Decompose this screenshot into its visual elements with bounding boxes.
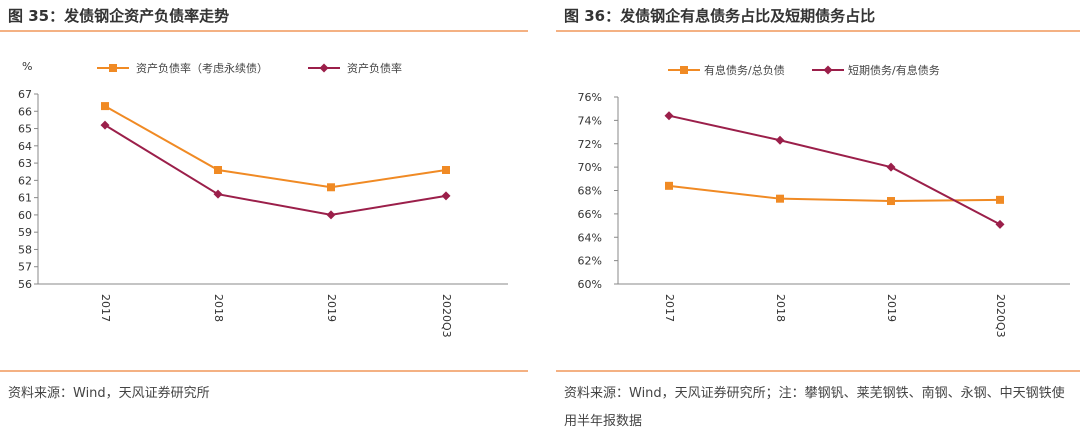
data-point	[441, 191, 451, 201]
legend-label: 有息债务/总负债	[704, 63, 785, 77]
y-tick-label: 60	[18, 209, 32, 222]
legend-marker	[680, 66, 688, 74]
data-point	[214, 166, 222, 174]
series-line	[668, 114, 1001, 226]
data-point	[887, 197, 895, 206]
data-point	[213, 189, 223, 199]
figure-title: 图 36：发债钢企有息债务占比及短期债务占比	[564, 7, 876, 25]
source-rule	[556, 370, 1080, 372]
y-tick-label: 61	[18, 192, 32, 205]
x-tick-label: 2019	[325, 294, 338, 322]
y-tick-label: 66%	[578, 208, 602, 221]
series-line	[104, 124, 447, 216]
source-rule	[0, 370, 528, 372]
data-point	[327, 183, 335, 192]
figure-title: 图 35：发债钢企资产负债率走势	[8, 7, 230, 25]
figure-36-panel: 图 36：发债钢企有息债务占比及短期债务占比 60% 62% 64% 66% 68% 70…	[556, 0, 1080, 440]
x-tick-label: 2020Q3	[440, 294, 453, 338]
y-tick-label: 62%	[578, 255, 602, 268]
data-point	[442, 166, 450, 174]
y-tick-label: 72%	[578, 138, 602, 151]
y-tick-label: 56	[18, 278, 32, 291]
series-line	[668, 184, 1001, 203]
y-tick-label: 62	[18, 174, 32, 187]
data-point	[664, 111, 674, 121]
y-tick-label: 59	[18, 226, 32, 239]
y-tick-label: 66	[18, 105, 32, 118]
title-rule	[0, 30, 528, 32]
data-point	[775, 135, 785, 145]
legend-label: 资产负债率（考虑永续债）	[136, 61, 268, 75]
data-point	[996, 195, 1004, 204]
data-point	[995, 219, 1005, 229]
y-tick-label: 67	[18, 88, 32, 101]
y-tick-label: 58	[18, 243, 32, 256]
series-line	[104, 105, 447, 189]
x-tick-label: 2019	[885, 294, 898, 322]
data-point	[100, 120, 110, 130]
y-tick-label: 60%	[578, 278, 602, 291]
legend-marker	[109, 64, 117, 72]
data-point	[665, 181, 673, 190]
debt-ratio-chart: 60% 62% 64% 66% 68% 70% 72% 74% 76% 2017 2018 2019 2…	[578, 63, 1070, 338]
legend-marker	[823, 65, 833, 75]
title-rule	[556, 30, 1080, 32]
data-point	[776, 194, 784, 203]
legend-marker	[319, 63, 329, 73]
figure-35-panel: 图 35：发债钢企资产负债率走势 56 57 58 59 60 61 62 63 64 65 66 6…	[0, 0, 528, 440]
data-point	[886, 162, 896, 172]
y-axis-unit: %	[22, 60, 32, 73]
y-tick-label: 76%	[578, 91, 602, 104]
y-tick-label: 65	[18, 123, 32, 136]
y-tick-label: 74%	[578, 114, 602, 127]
x-tick-label: 2018	[774, 294, 787, 322]
x-tick-label: 2018	[212, 294, 225, 322]
x-tick-label: 2020Q3	[994, 294, 1007, 338]
source-note: 资料来源：Wind，天风证券研究所	[8, 386, 210, 401]
asset-liability-chart: 56 57 58 59 60 61 62 63 64 65 66 67% 2017 2018 2019 202…	[18, 60, 508, 338]
x-tick-label: 2017	[99, 294, 112, 322]
y-tick-label: 70%	[578, 161, 602, 174]
y-tick-label: 57	[18, 261, 32, 274]
y-tick-label: 64	[18, 140, 32, 153]
legend-label: 资产负债率	[347, 61, 402, 75]
source-note: 资料来源：Wind，天风证券研究所；注：攀钢钒、莱芜钢铁、南钢、永钢、中天钢铁使…	[564, 386, 1065, 429]
y-tick-label: 63	[18, 157, 32, 170]
legend-label: 短期债务/有息债务	[848, 63, 940, 77]
x-tick-label: 2017	[663, 294, 676, 322]
data-point	[326, 210, 336, 220]
y-tick-label: 68%	[578, 185, 602, 198]
data-point	[101, 102, 109, 111]
y-tick-label: 64%	[578, 231, 602, 244]
